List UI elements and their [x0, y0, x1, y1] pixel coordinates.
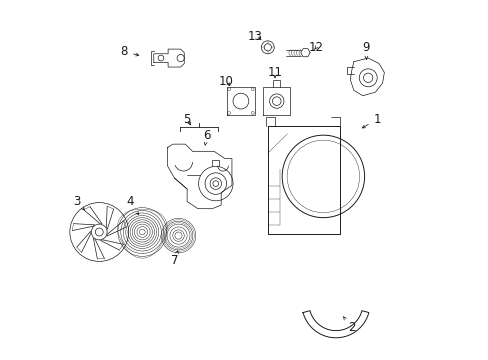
Text: 1: 1 [362, 113, 380, 128]
Text: 7: 7 [170, 251, 178, 267]
Text: 5: 5 [183, 113, 190, 126]
Text: 11: 11 [267, 66, 282, 79]
Text: 13: 13 [247, 30, 262, 43]
Text: 9: 9 [362, 41, 369, 59]
Text: 8: 8 [121, 45, 139, 58]
Text: 3: 3 [73, 195, 84, 210]
Text: 6: 6 [203, 129, 210, 145]
Text: 2: 2 [343, 317, 355, 334]
Text: 12: 12 [308, 41, 323, 54]
Text: 4: 4 [126, 195, 138, 215]
Text: 10: 10 [219, 75, 234, 88]
